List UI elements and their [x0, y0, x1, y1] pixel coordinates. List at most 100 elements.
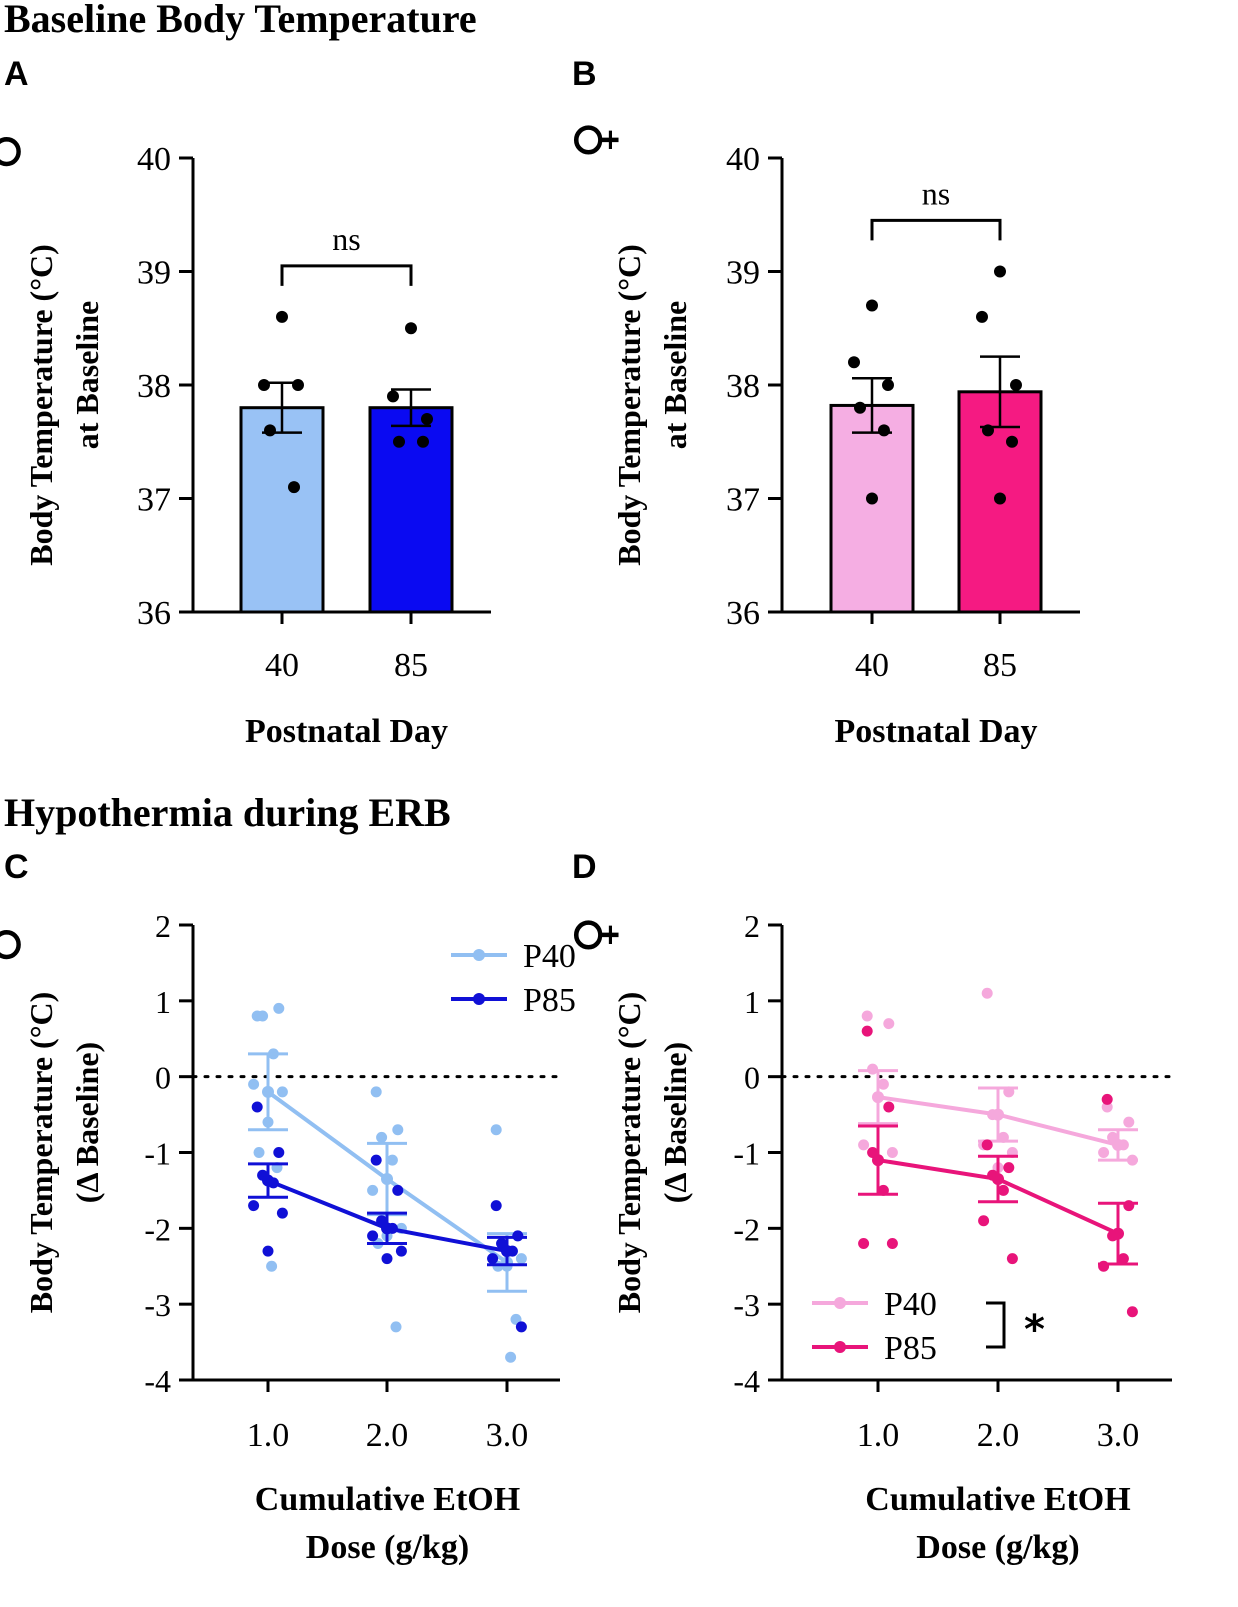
y-axis-title-line2: (Δ Baseline) — [69, 1042, 105, 1203]
data-point — [978, 1215, 990, 1227]
data-point — [981, 987, 993, 999]
y-tick-label: -1 — [144, 1136, 171, 1172]
x-axis-title-line2: Dose (g/kg) — [916, 1529, 1079, 1566]
data-point — [861, 1010, 873, 1022]
x-tick-label: 2.0 — [977, 1417, 1020, 1454]
y-tick-label: 40 — [726, 141, 760, 178]
data-point — [251, 1101, 263, 1113]
sex-symbol-male-icon: ♂ — [0, 917, 33, 964]
data-point — [515, 1253, 527, 1265]
data-point — [1101, 1101, 1113, 1113]
data-point — [994, 265, 1006, 278]
data-point — [976, 310, 988, 323]
legend-marker — [473, 993, 485, 1005]
y-tick-label: 37 — [137, 482, 171, 519]
y-tick-label: 1 — [155, 984, 171, 1020]
y-tick-label: -2 — [733, 1211, 760, 1247]
y-axis-title-line1: Body Temperature (°C) — [611, 992, 647, 1314]
mean-point — [501, 1245, 513, 1258]
data-point — [273, 1002, 285, 1014]
y-tick-label: 39 — [726, 255, 760, 292]
data-point — [370, 1086, 382, 1098]
data-point — [273, 1147, 285, 1158]
data-point — [248, 1200, 260, 1212]
x-axis-title-line2: Dose (g/kg) — [306, 1529, 469, 1566]
y-tick-label: -4 — [144, 1363, 171, 1399]
chart-panel-c: ♂ -4 -3 -2 -1 0 1 2 1.0 2.0 3.0 P40 P85 Cumulative Et… — [0, 908, 576, 1566]
data-point — [253, 1147, 265, 1158]
x-tick-label: 85 — [394, 647, 428, 684]
y-axis-title-line1: Body Temperature (°C) — [23, 992, 59, 1314]
mean-point — [1112, 1227, 1124, 1240]
mean-point — [381, 1222, 393, 1235]
data-point — [288, 481, 300, 494]
data-point — [292, 379, 304, 391]
data-point — [487, 1253, 499, 1265]
mean-point — [872, 1091, 884, 1104]
mean-point — [1112, 1138, 1124, 1151]
y-tick-label: 2 — [155, 908, 171, 944]
data-point — [997, 1184, 1009, 1196]
y-tick-label: 0 — [155, 1060, 171, 1096]
data-point — [367, 1230, 379, 1242]
data-point — [877, 1078, 889, 1090]
y-tick-label: 38 — [726, 368, 760, 405]
data-point — [1006, 1253, 1018, 1265]
section-title-hypothermia: Hypothermia during ERB — [4, 790, 451, 835]
data-point — [866, 492, 878, 505]
data-point — [1117, 1253, 1129, 1265]
mean-point — [262, 1085, 274, 1098]
data-point — [393, 435, 405, 448]
data-point — [367, 1184, 379, 1196]
y-tick-label: 0 — [744, 1060, 760, 1096]
mean-point — [992, 1173, 1004, 1186]
data-point — [387, 390, 399, 403]
chart-panel-a: ♂ 36 37 38 39 40 40 85 ns Postnatal Day Body Tempe… — [0, 124, 491, 750]
y-axis-title-line1: Body Temperature (°C) — [23, 244, 59, 566]
bar — [829, 403, 915, 614]
data-point — [258, 379, 270, 391]
data-point — [1003, 1162, 1015, 1174]
data-point — [867, 1063, 879, 1075]
data-point — [882, 379, 894, 391]
data-point — [886, 1147, 898, 1158]
sex-symbol-female-icon: ♀ — [565, 121, 625, 159]
data-point — [276, 1086, 288, 1098]
data-point — [854, 401, 866, 414]
section-title-baseline: Baseline Body Temperature — [4, 0, 477, 41]
data-point — [848, 356, 860, 369]
data-point — [981, 1139, 993, 1151]
legend-label-p40: P40 — [884, 1286, 937, 1323]
panel-letter-a: A — [4, 55, 29, 93]
data-point — [1123, 1116, 1135, 1128]
y-tick-label: 38 — [137, 368, 171, 405]
x-tick-label: 40 — [265, 647, 299, 684]
data-point — [1126, 1306, 1138, 1318]
data-point — [417, 435, 429, 448]
panel-letter-b: B — [572, 55, 597, 93]
y-axis-title-line1: Body Temperature (°C) — [611, 244, 647, 566]
significance-label: ns — [332, 221, 360, 257]
data-point — [858, 1238, 870, 1249]
bar — [368, 406, 454, 614]
data-point — [381, 1253, 393, 1265]
x-axis-title-line1: Cumulative EtOH — [255, 1481, 520, 1518]
y-tick-label: 36 — [137, 595, 171, 632]
data-point — [490, 1124, 502, 1136]
data-point — [405, 322, 417, 335]
panel-letter-d: D — [572, 848, 597, 886]
data-point — [861, 1025, 873, 1037]
y-tick-label: -2 — [144, 1211, 171, 1247]
mean-point — [872, 1154, 884, 1167]
mean-point — [381, 1173, 393, 1186]
data-point — [376, 1131, 388, 1143]
legend-marker — [834, 1297, 846, 1309]
data-point — [1006, 435, 1018, 448]
y-tick-label: -3 — [144, 1287, 171, 1323]
x-tick-label: 40 — [855, 647, 889, 684]
data-point — [276, 310, 288, 323]
y-tick-label: -4 — [733, 1363, 760, 1399]
data-point — [392, 1184, 404, 1196]
data-point — [858, 1139, 870, 1151]
